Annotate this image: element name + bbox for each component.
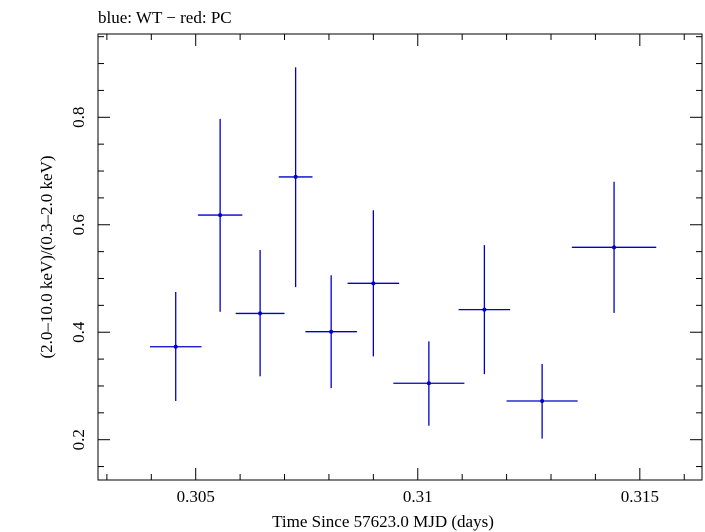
point-marker <box>173 344 178 349</box>
point-marker <box>218 213 223 218</box>
x-tick-labels: 0.305 0.31 0.315 <box>177 487 659 506</box>
plot-frame <box>97 33 703 481</box>
x-axis-label: Time Since 57623.0 MJD (days) <box>272 512 494 531</box>
y-tick-labels: 0.2 0.4 0.6 0.8 <box>69 107 88 451</box>
point-marker <box>540 399 545 404</box>
y-tick-label: 0.6 <box>69 214 88 235</box>
data-point <box>393 341 465 426</box>
data-point <box>506 363 578 439</box>
point-marker <box>482 307 487 312</box>
x-tick-label: 0.31 <box>403 487 433 506</box>
data-point <box>347 210 400 357</box>
data-marks <box>149 67 657 439</box>
point-marker <box>329 329 334 334</box>
y-tick-label: 0.2 <box>69 429 88 450</box>
data-point <box>305 275 357 389</box>
data-point <box>149 291 202 402</box>
point-marker <box>293 174 298 179</box>
x-tick-label: 0.305 <box>177 487 215 506</box>
data-point <box>278 67 313 288</box>
point-marker <box>371 281 376 286</box>
point-marker <box>258 311 263 316</box>
y-tick-label: 0.8 <box>69 107 88 128</box>
data-point <box>571 181 657 313</box>
data-point <box>235 250 285 377</box>
x-tick-label: 0.315 <box>621 487 659 506</box>
axis-ticks <box>98 34 702 480</box>
chart-title: blue: WT − red: PC <box>98 8 232 27</box>
data-point <box>197 118 243 312</box>
point-marker <box>426 381 431 386</box>
data-point <box>458 245 511 375</box>
y-tick-label: 0.4 <box>69 321 88 343</box>
point-marker <box>612 245 617 250</box>
y-axis-label: (2.0–10.0 keV)/(0.3–2.0 keV) <box>37 155 56 358</box>
